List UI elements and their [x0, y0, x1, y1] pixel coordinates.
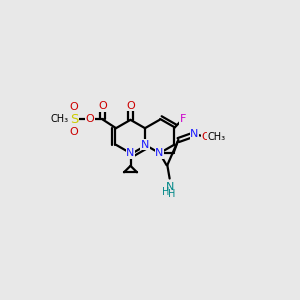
- Text: CH₃: CH₃: [50, 114, 69, 124]
- Text: H: H: [162, 187, 169, 197]
- Text: N: N: [155, 148, 164, 158]
- Text: S: S: [70, 113, 78, 126]
- Text: H: H: [168, 189, 175, 199]
- Text: O: O: [70, 127, 78, 137]
- Text: O: O: [85, 114, 94, 124]
- Text: N: N: [165, 182, 174, 192]
- Text: N: N: [126, 148, 135, 158]
- Text: N: N: [141, 140, 149, 150]
- Text: N: N: [190, 129, 199, 139]
- Text: F: F: [180, 114, 186, 124]
- Text: CH₃: CH₃: [208, 132, 226, 142]
- Text: O: O: [98, 101, 107, 111]
- Text: O: O: [126, 100, 135, 110]
- Text: O: O: [201, 132, 210, 142]
- Text: O: O: [70, 102, 78, 112]
